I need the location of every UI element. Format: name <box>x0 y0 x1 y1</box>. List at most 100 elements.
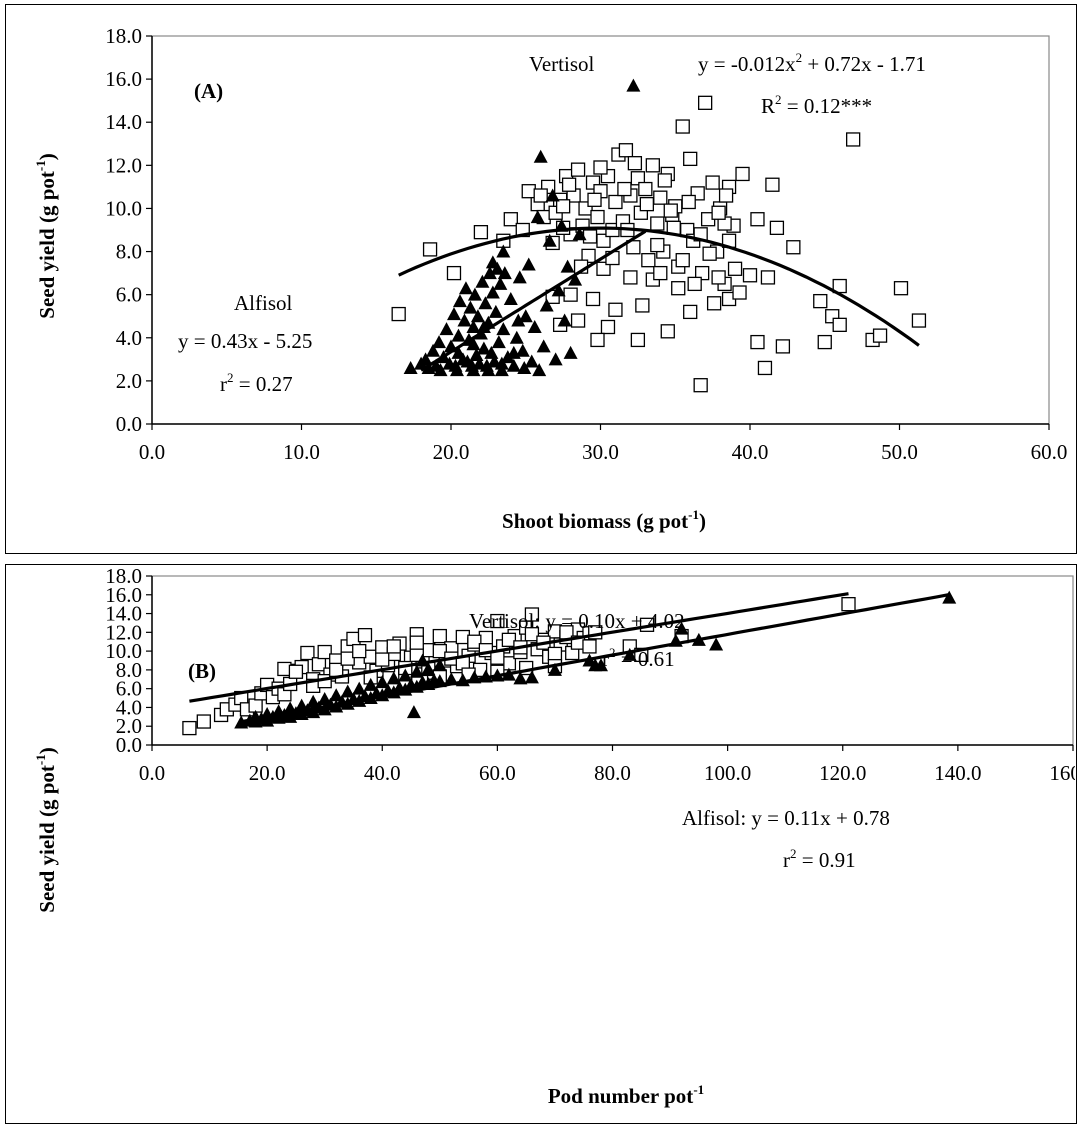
chart-b-x-tick-label: 100.0 <box>704 761 751 785</box>
chart-b-point-square <box>352 643 367 659</box>
chart-a-point-triangle <box>491 335 506 349</box>
chart-a-point-triangle <box>560 259 575 273</box>
chart-a-y-tick-label: 8.0 <box>116 240 142 264</box>
chart-a-point-square <box>570 313 586 328</box>
chart-b-y-tick-label: 10.0 <box>105 639 142 663</box>
chart-a-y-tick-label: 6.0 <box>116 283 142 307</box>
chart-a-point-triangle <box>542 233 557 247</box>
chart-a-point-square <box>650 216 665 231</box>
chart-a-point-triangle <box>548 352 563 366</box>
chart-a-point-square <box>769 220 785 235</box>
chart-a-point-triangle <box>466 337 481 351</box>
chart-a-point-square <box>813 293 828 309</box>
chart-a-point-triangle <box>494 363 509 377</box>
chart-b-point-square <box>196 714 211 729</box>
chart-a-point-square <box>590 209 605 225</box>
chart-a-point-square <box>683 151 698 167</box>
chart-a-point-triangle <box>557 313 572 327</box>
chart-a-point-square <box>641 253 656 268</box>
chart-a-point-square <box>581 248 596 264</box>
chart-a-point-triangle <box>532 363 547 377</box>
chart-a-alfisol-r2: r2 = 0.27 <box>220 370 293 396</box>
chart-a-x-tick-label: 0.0 <box>139 440 165 464</box>
chart-a-point-square <box>727 261 743 276</box>
chart-b-panel-label: (B) <box>188 659 216 683</box>
chart-a-point-square <box>683 304 698 320</box>
chart-a-point-square <box>657 173 672 188</box>
chart-a-point-triangle <box>515 343 530 357</box>
chart-a-point-square <box>473 225 489 240</box>
chart-a-point-triangle <box>433 363 448 377</box>
chart-a-point-triangle <box>432 335 447 349</box>
chart-b-point-square <box>300 645 315 661</box>
chart-a-point-triangle <box>452 294 467 308</box>
chart-a-point-triangle <box>497 266 512 280</box>
chart-a-point-triangle <box>500 350 515 364</box>
chart-b-y-tick-label: 2.0 <box>116 714 142 738</box>
chart-b-vertisol-r2: r2 = 0.61 <box>602 645 675 671</box>
chart-b-point-triangle <box>317 691 332 705</box>
chart-a-point-triangle <box>488 304 503 318</box>
chart-b-point-triangle <box>622 647 637 661</box>
chart-a-point-square <box>872 328 888 343</box>
chart-b-x-tick-label: 40.0 <box>364 761 401 785</box>
chart-a-point-square <box>702 246 717 261</box>
chart-b-point-triangle <box>375 675 390 689</box>
chart-a-svg: 0.0 2.0 4.0 6.0 8.0 10.0 12.0 14.0 16.0 18.0 0.0 10… <box>33 24 1067 533</box>
chart-a-point-square <box>590 332 605 348</box>
chart-b-x-tick-label: 140.0 <box>934 761 981 785</box>
chart-a-point-square <box>600 319 616 335</box>
chart-a-point-square <box>775 339 791 354</box>
chart-a-point-square <box>653 265 668 281</box>
chart-a-point-square <box>718 188 734 203</box>
chart-a-point-triangle <box>517 360 532 374</box>
chart-a-point-square <box>618 143 634 158</box>
chart-b-point-square <box>841 597 856 612</box>
chart-b-point-triangle <box>406 705 421 719</box>
chart-a-point-triangle <box>568 272 583 286</box>
chart-a-point-square <box>638 181 653 197</box>
chart-b-x-axis-label: Pod number pot-1 <box>548 1082 704 1108</box>
chart-a-point-triangle <box>481 363 496 377</box>
chart-a-y-tick-label: 16.0 <box>105 67 142 91</box>
chart-a-point-square <box>706 296 722 311</box>
chart-a-point-triangle <box>466 363 481 377</box>
chart-b-svg: 0.02.04.06.08.010.012.014.016.018.00.0 20… <box>33 565 1075 1108</box>
chart-a-x-tick-label: 10.0 <box>283 440 320 464</box>
chart-b-x-tick-label: 60.0 <box>479 761 516 785</box>
chart-a-plot: 0.0 2.0 4.0 6.0 8.0 10.0 12.0 14.0 16.0 18.0 0.0 10… <box>105 24 1067 464</box>
chart-a-point-triangle <box>457 313 472 327</box>
chart-a-point-square <box>608 302 623 317</box>
chart-a-point-square <box>635 298 650 313</box>
chart-a-panel-label: (A) <box>194 79 223 103</box>
chart-a-point-square <box>630 332 646 348</box>
chart-b-fit-line <box>189 592 849 703</box>
chart-a-y-tick-label: 12.0 <box>105 153 142 177</box>
chart-b-point-square <box>524 627 540 642</box>
chart-a-point-square <box>653 190 668 205</box>
chart-a-point-triangle <box>511 313 526 327</box>
chart-b-y-tick-label: 0.0 <box>116 733 142 757</box>
chart-b-point-triangle <box>329 688 344 702</box>
chart-b-x-tick-label: 160.0 <box>1049 761 1075 785</box>
chart-a-point-square <box>503 212 518 227</box>
chart-a-point-square <box>630 171 646 186</box>
chart-b-point-triangle <box>421 661 436 675</box>
chart-a-point-triangle <box>518 309 533 323</box>
chart-b-point-square <box>432 643 447 659</box>
chart-a-point-square <box>626 240 641 255</box>
chart-b-point-square <box>386 639 401 654</box>
chart-b-y-tick-label: 6.0 <box>116 677 142 701</box>
chart-a-point-square <box>750 212 765 227</box>
chart-a-point-triangle <box>451 328 466 342</box>
chart-a-point-triangle <box>503 291 518 305</box>
chart-a-point-square <box>623 270 638 285</box>
chart-a-point-square <box>698 95 713 110</box>
chart-a-point-square <box>627 156 643 171</box>
chart-a-point-square <box>593 160 608 175</box>
chart-a-point-square <box>570 162 586 177</box>
chart-a-point-square <box>711 270 726 285</box>
chart-b-point-square <box>375 652 390 667</box>
chart-a-point-square <box>645 158 660 173</box>
chart-a-point-square <box>893 281 909 296</box>
